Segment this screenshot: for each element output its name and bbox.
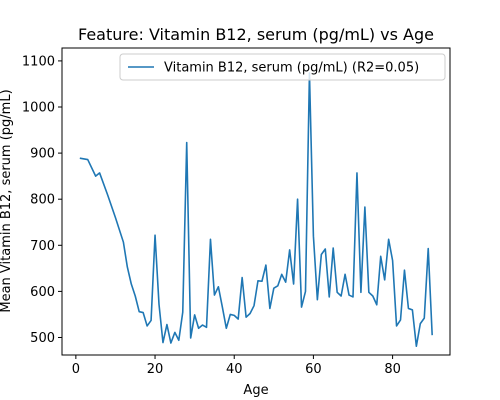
x-tick-label: 40 xyxy=(226,362,243,377)
y-tick-label: 1100 xyxy=(22,54,55,69)
y-tick-label: 1000 xyxy=(22,101,55,116)
y-tick-label: 500 xyxy=(30,331,55,346)
x-axis-label: Age xyxy=(243,383,268,398)
plot-area xyxy=(61,47,451,356)
plot-frame xyxy=(61,47,451,356)
x-tick-label: 20 xyxy=(147,362,164,377)
x-tick-label: 80 xyxy=(384,362,401,377)
legend: Vitamin B12, serum (pg/mL) (R2=0.05) xyxy=(119,53,446,81)
x-tick-label: 0 xyxy=(72,362,80,377)
y-tick-label: 900 xyxy=(30,147,55,162)
y-tick-label: 600 xyxy=(30,285,55,300)
legend-label: Vitamin B12, serum (pg/mL) (R2=0.05) xyxy=(164,61,419,76)
x-axis: 0 20 40 60 80 xyxy=(72,355,401,377)
x-tick-label: 60 xyxy=(305,362,322,377)
y-axis: 500 600 700 800 900 1000 1100 xyxy=(22,54,62,346)
series-line xyxy=(79,72,433,348)
y-axis-label: Mean Vitamin B12, serum (pg/mL) xyxy=(0,89,14,312)
series-layer xyxy=(79,72,433,348)
chart-title: Feature: Vitamin B12, serum (pg/mL) vs A… xyxy=(78,25,434,44)
y-tick-label: 800 xyxy=(30,193,55,208)
y-tick-label: 700 xyxy=(30,239,55,254)
legend-box xyxy=(119,53,446,81)
